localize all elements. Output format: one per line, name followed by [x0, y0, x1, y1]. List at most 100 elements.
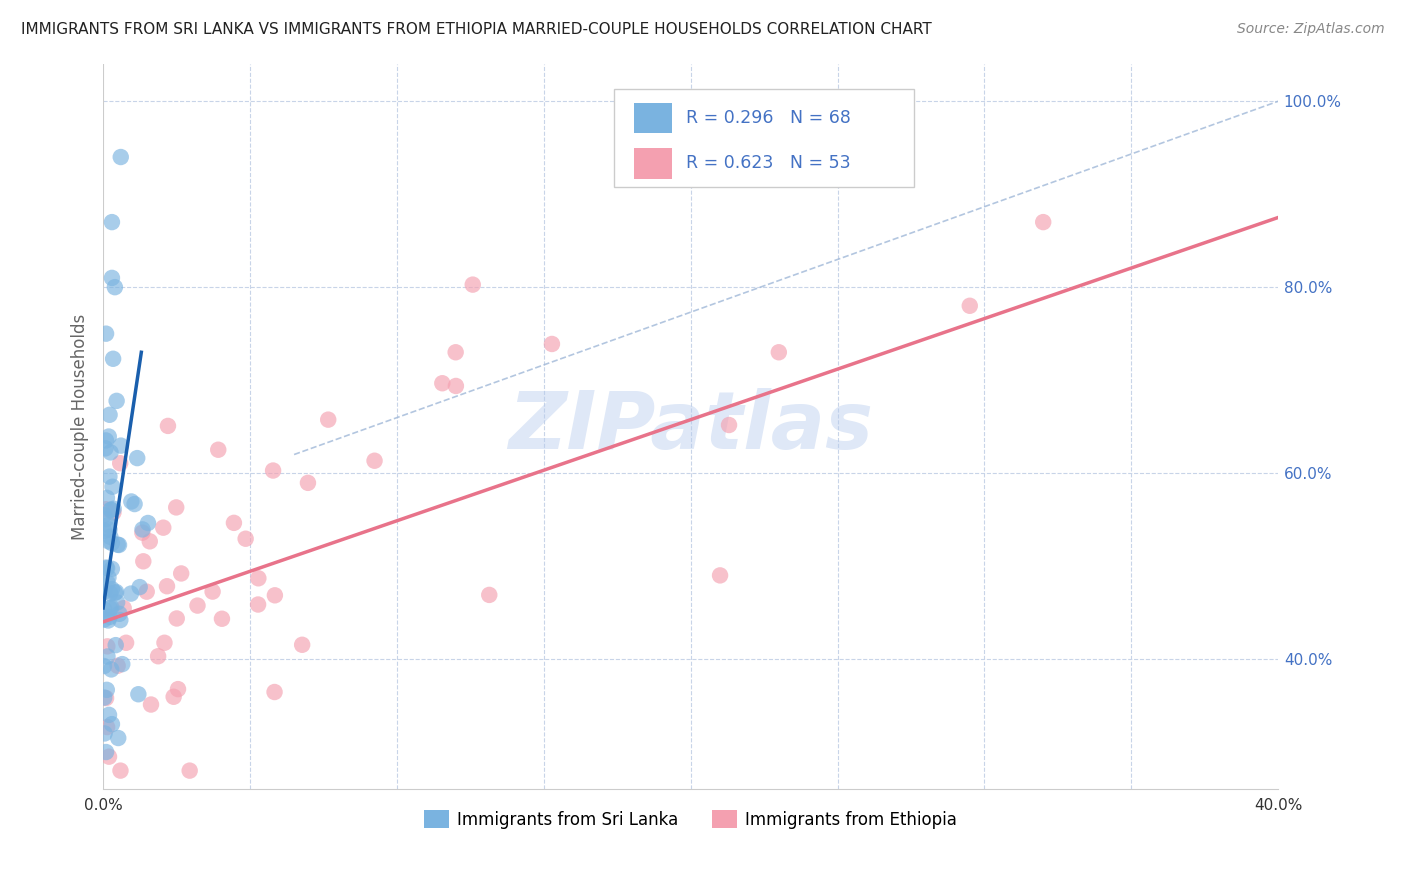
Point — [127, 687, 149, 701]
Point — [98, 408, 121, 422]
Point — [139, 698, 162, 712]
Point — [262, 464, 284, 478]
Point — [108, 607, 131, 621]
Point — [97, 570, 120, 584]
Point — [93, 613, 115, 627]
Point — [128, 580, 150, 594]
Point — [93, 524, 115, 538]
Text: R = 0.623   N = 53: R = 0.623 N = 53 — [686, 154, 851, 172]
Point — [108, 538, 131, 552]
Point — [93, 585, 115, 599]
Point — [444, 345, 467, 359]
Point — [96, 575, 118, 590]
Point — [222, 516, 245, 530]
Point — [100, 502, 122, 516]
Point — [104, 280, 127, 294]
Point — [96, 640, 118, 654]
Point — [94, 691, 117, 706]
Point — [153, 636, 176, 650]
Point — [105, 585, 128, 599]
Point — [110, 439, 132, 453]
Point — [98, 610, 121, 624]
Point — [103, 505, 125, 519]
Point — [136, 516, 159, 530]
Text: Source: ZipAtlas.com: Source: ZipAtlas.com — [1237, 22, 1385, 37]
Point — [1032, 215, 1054, 229]
Point — [94, 502, 117, 516]
Point — [264, 588, 287, 602]
Point — [94, 434, 117, 448]
Point — [101, 480, 124, 494]
Point — [94, 745, 117, 759]
Point — [112, 601, 135, 615]
Text: R = 0.296   N = 68: R = 0.296 N = 68 — [686, 109, 851, 127]
Point — [101, 215, 124, 229]
Point — [132, 554, 155, 568]
Point — [98, 601, 121, 615]
Bar — [634, 148, 672, 178]
Point — [363, 454, 385, 468]
Point — [120, 494, 142, 508]
Point — [98, 707, 121, 722]
Point — [97, 614, 120, 628]
Point — [93, 602, 115, 616]
Point — [120, 586, 142, 600]
Point — [166, 611, 188, 625]
Point — [94, 442, 117, 456]
Point — [97, 429, 120, 443]
Point — [127, 451, 149, 466]
Point — [211, 612, 233, 626]
Point — [110, 613, 132, 627]
Text: ZIPatlas: ZIPatlas — [508, 388, 873, 466]
Point — [135, 584, 157, 599]
Point — [103, 501, 125, 516]
Text: IMMIGRANTS FROM SRI LANKA VS IMMIGRANTS FROM ETHIOPIA MARRIED-COUPLE HOUSEHOLDS : IMMIGRANTS FROM SRI LANKA VS IMMIGRANTS … — [21, 22, 932, 37]
Point — [156, 579, 179, 593]
Point — [124, 497, 146, 511]
Point — [432, 376, 454, 391]
Point — [93, 508, 115, 522]
Point — [131, 525, 153, 540]
Point — [101, 536, 124, 550]
Point — [93, 690, 115, 705]
Point — [97, 534, 120, 549]
Point — [104, 638, 127, 652]
Point — [110, 764, 132, 778]
Point — [165, 500, 187, 515]
Point — [179, 764, 201, 778]
Point — [107, 658, 129, 673]
Point — [139, 534, 162, 549]
Point — [100, 662, 122, 676]
Point — [461, 277, 484, 292]
Point — [167, 682, 190, 697]
Point — [163, 690, 186, 704]
Point — [96, 649, 118, 664]
Point — [96, 491, 118, 505]
Point — [93, 726, 115, 740]
Point — [186, 599, 208, 613]
Point — [146, 649, 169, 664]
Point — [101, 351, 124, 366]
Point — [263, 685, 285, 699]
Point — [235, 532, 257, 546]
Point — [541, 337, 564, 351]
Y-axis label: Married-couple Households: Married-couple Households — [72, 313, 89, 540]
Point — [478, 588, 501, 602]
Point — [709, 568, 731, 582]
Point — [152, 521, 174, 535]
Point — [107, 538, 129, 552]
Point — [718, 417, 741, 432]
Point — [104, 586, 127, 600]
Point — [96, 512, 118, 526]
Point — [101, 717, 124, 731]
Point — [105, 595, 128, 609]
Point — [101, 271, 124, 285]
Legend: Immigrants from Sri Lanka, Immigrants from Ethiopia: Immigrants from Sri Lanka, Immigrants fr… — [418, 804, 965, 835]
Point — [98, 530, 121, 544]
Point — [201, 584, 224, 599]
Point — [96, 720, 118, 734]
Point — [98, 586, 121, 600]
Point — [115, 636, 138, 650]
Point — [96, 682, 118, 697]
Point — [98, 749, 121, 764]
